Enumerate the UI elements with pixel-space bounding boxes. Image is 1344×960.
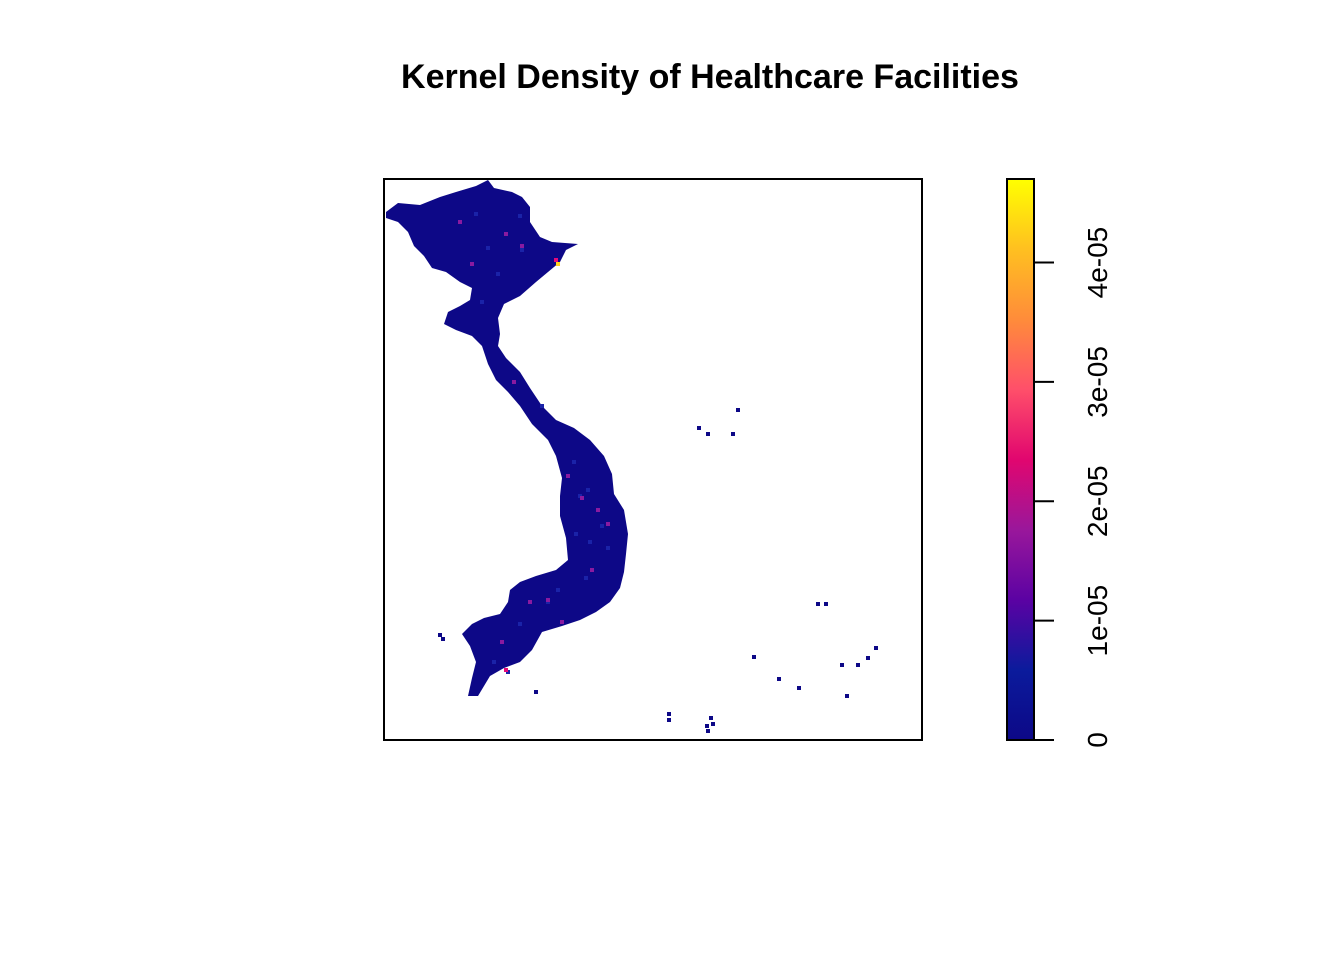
density-hotspot-cell [556,262,560,266]
density-hotspot-cell [606,522,610,526]
density-cell [606,546,610,550]
density-cell [496,272,500,276]
density-cell [518,622,522,626]
density-cell [560,620,564,624]
density-cell [486,246,490,250]
island-density-cell [438,633,442,637]
island-density-cell [667,718,671,722]
chart-title: Kernel Density of Healthcare Facilities [401,58,1019,96]
island-density-cell [845,694,849,698]
density-cell [574,532,578,536]
density-hotspot-cell [546,598,550,602]
density-cell [458,220,462,224]
density-hotspot-cell [520,244,524,248]
density-hotspot-cell [554,258,558,262]
density-hotspot-cell [580,496,584,500]
density-cell [600,524,604,528]
density-cell [474,212,478,216]
color-legend-bar [1006,178,1035,741]
density-cell [596,508,600,512]
island-density-cell [711,722,715,726]
density-hotspot-cell [504,668,508,672]
density-cell [518,214,522,218]
island-density-cell [667,712,671,716]
island-density-cell [777,677,781,681]
density-cell [584,576,588,580]
legend-ticks: 0 1e-05 2e-05 3e-05 4e-05 [1034,227,1113,748]
density-cell [528,600,532,604]
density-cell [480,300,484,304]
island-density-cell [736,408,740,412]
density-cell [590,568,594,572]
density-cell [492,660,496,664]
legend-tick-label: 0 [1082,732,1113,748]
island-density-cell [752,655,756,659]
island-density-cell [874,646,878,650]
density-cell [572,460,576,464]
density-cell [588,540,592,544]
density-cell [520,248,524,252]
density-cell [504,232,508,236]
density-cell [500,640,504,644]
island-density-cell [797,686,801,690]
island-density-cell [709,716,713,720]
plot-frame [383,178,923,741]
island-density-cell [706,729,710,733]
density-cell [586,488,590,492]
density-cell [566,474,570,478]
legend-tick-label: 3e-05 [1082,346,1113,418]
legend-tick-label: 2e-05 [1082,465,1113,537]
mainland-density-area [386,180,628,696]
island-density-cell [824,602,828,606]
density-cell [556,588,560,592]
island-density-cell [441,637,445,641]
island-density-cell [697,426,701,430]
island-density-cell [706,432,710,436]
legend-tick-label: 1e-05 [1082,585,1113,657]
density-raster [386,180,878,733]
island-density-cell [705,724,709,728]
island-density-cell [840,663,844,667]
island-density-cell [816,602,820,606]
island-density-cell [534,690,538,694]
density-cell [540,404,544,408]
legend-tick-label: 4e-05 [1082,227,1113,299]
island-density-cell [731,432,735,436]
island-density-cell [866,656,870,660]
island-density-cell [856,663,860,667]
density-cell [512,380,516,384]
density-cell [470,262,474,266]
